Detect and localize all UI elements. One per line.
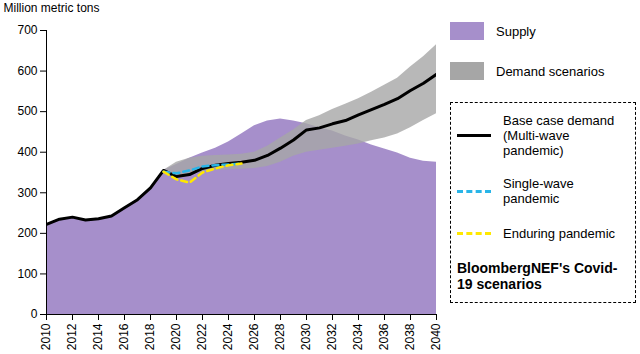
svg-text:2026: 2026 [247,323,261,350]
svg-text:2010: 2010 [39,323,53,350]
svg-text:2012: 2012 [65,323,79,350]
svg-text:2030: 2030 [299,323,313,350]
svg-text:2020: 2020 [169,323,183,350]
svg-text:400: 400 [17,145,37,159]
html-text:BloombergNEF's Covid-19 scenar: BloombergNEF's Covid-19 scenarios [457,260,618,292]
svg-text:700: 700 [17,23,37,37]
html-text:Enduring pandemic: Enduring pandemic [503,225,615,241]
html-text:Single-wave pandemic: Single-wave pandemic [503,176,574,206]
svg-text:300: 300 [17,186,37,200]
svg-text:Million metric tons: Million metric tons [4,1,100,15]
html-text:Supply: Supply [496,23,536,39]
svg-text:2016: 2016 [117,323,131,350]
svg-text:2014: 2014 [91,323,105,350]
svg-text:2040: 2040 [429,323,443,350]
svg-text:2032: 2032 [325,323,339,350]
svg-text:200: 200 [17,226,37,240]
svg-text:500: 500 [17,104,37,118]
html-text:Base case demand (Multi-wave p: Base case demand (Multi-wave pandemic) [503,113,615,158]
svg-text:2038: 2038 [403,323,417,350]
svg-text:2028: 2028 [273,323,287,350]
svg-text:2024: 2024 [221,323,235,350]
svg-text:2018: 2018 [143,323,157,350]
svg-text:2034: 2034 [351,323,365,350]
svg-text:2022: 2022 [195,323,209,350]
svg-text:100: 100 [17,267,37,281]
svg-text:600: 600 [17,64,37,78]
html-text:Demand scenarios: Demand scenarios [496,63,605,79]
svg-text:0: 0 [31,307,38,321]
svg-text:2036: 2036 [377,323,391,350]
